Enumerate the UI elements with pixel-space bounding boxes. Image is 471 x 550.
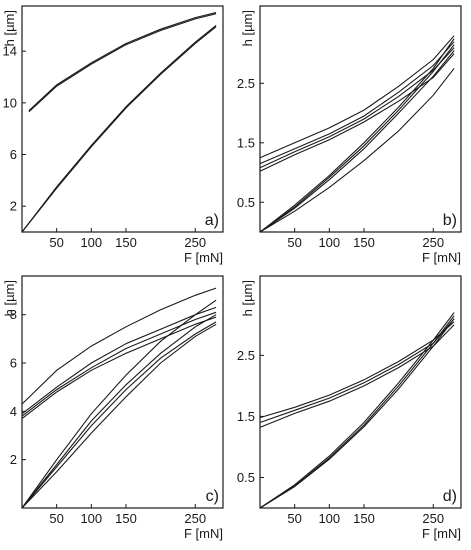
y-tick-label: 14 [3, 44, 17, 59]
y-axis-label: h [µm] [2, 280, 17, 316]
plot-frame [259, 275, 462, 509]
y-tick-label: 2 [10, 452, 17, 467]
y-axis-label: h [µm] [2, 10, 17, 46]
x-tick-label: 150 [353, 235, 375, 250]
x-tick-label: 100 [318, 235, 340, 250]
y-tick-label: 6 [10, 356, 17, 371]
series-line-5 [259, 318, 455, 509]
panel-label: c) [206, 488, 219, 505]
series-line-1 [259, 312, 455, 509]
series-line-1 [21, 26, 217, 233]
x-tick-label: 150 [115, 511, 137, 526]
x-tick-label: 250 [184, 235, 206, 250]
y-tick-label: 2.5 [237, 348, 255, 363]
y-tick-label: 0.5 [237, 195, 255, 210]
series-line-4 [21, 306, 217, 415]
series-line-6 [21, 311, 217, 417]
x-axis-label: F [mN] [422, 526, 461, 541]
y-tick-label: 0.5 [237, 470, 255, 485]
series-line-4 [28, 13, 217, 113]
x-tick-label: 100 [318, 511, 340, 526]
y-tick-label: 1.5 [237, 135, 255, 150]
x-axis-label: F [mN] [184, 526, 223, 541]
panel-label: a) [205, 212, 219, 229]
panel-label: d) [443, 488, 457, 505]
series-line-2 [259, 318, 455, 424]
y-tick-label: 2.5 [237, 76, 255, 91]
series-line-1 [259, 38, 455, 233]
series-line-6 [259, 321, 455, 419]
x-tick-label: 150 [115, 235, 137, 250]
series-line-5 [21, 321, 217, 509]
x-tick-label: 50 [49, 235, 63, 250]
series-line-6 [259, 47, 455, 169]
x-tick-label: 50 [287, 235, 301, 250]
y-tick-label: 1.5 [237, 409, 255, 424]
x-tick-label: 150 [353, 511, 375, 526]
x-tick-label: 250 [184, 511, 206, 526]
series-line-8 [21, 316, 217, 420]
y-tick-label: 10 [3, 95, 17, 110]
y-tick-label: 8 [10, 307, 17, 322]
series-line-2 [28, 11, 217, 112]
y-axis-label: h [µm] [240, 280, 255, 316]
series-line-7 [21, 323, 217, 509]
x-tick-label: 250 [422, 511, 444, 526]
x-tick-label: 100 [80, 235, 102, 250]
x-axis-label: F [mN] [184, 250, 223, 265]
x-tick-label: 250 [422, 235, 444, 250]
plot-frame [21, 5, 224, 233]
series-line-3 [21, 314, 217, 509]
series-line-3 [21, 24, 217, 233]
series-line-4 [259, 41, 455, 165]
x-tick-label: 50 [49, 511, 63, 526]
x-tick-label: 50 [287, 511, 301, 526]
y-tick-label: 6 [10, 147, 17, 162]
series-line-8 [259, 53, 455, 172]
series-line-3 [259, 44, 455, 233]
series-line-5 [259, 50, 455, 233]
plot-frame [21, 275, 224, 509]
x-tick-label: 100 [80, 511, 102, 526]
y-axis-label: h [µm] [240, 10, 255, 46]
series-line-2 [21, 287, 217, 405]
panel-label: b) [443, 212, 457, 229]
series-line-2 [259, 35, 455, 159]
y-tick-label: 2 [10, 199, 17, 214]
series-line-7 [259, 68, 455, 233]
y-tick-label: 4 [10, 404, 17, 419]
plot-frame [259, 5, 462, 233]
x-axis-label: F [mN] [422, 250, 461, 265]
